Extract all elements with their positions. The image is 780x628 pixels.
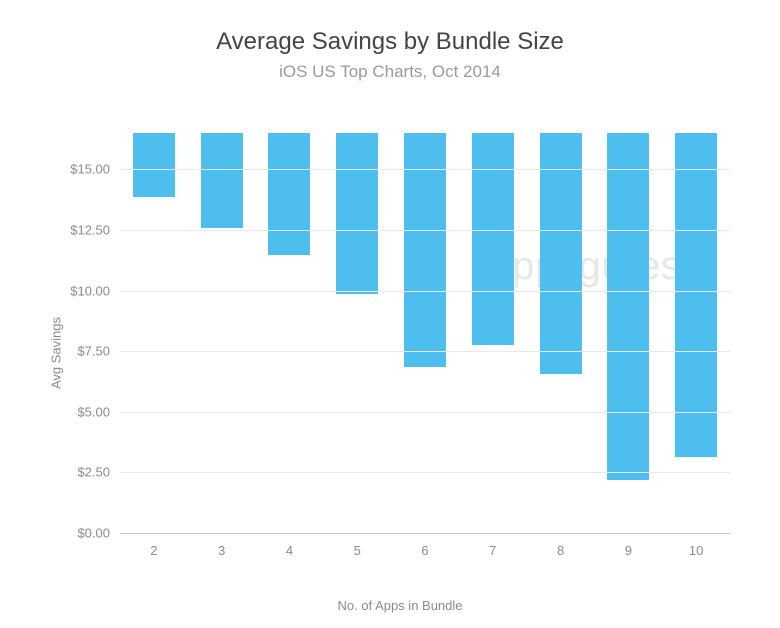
x-tick-label: 10 [662,533,730,558]
bar [133,133,175,197]
gridline [120,351,730,352]
bar [336,133,378,294]
x-tick-label: 7 [459,533,527,558]
gridline [120,472,730,473]
y-tick-label: $12.50 [70,222,120,237]
bar [268,133,310,255]
chart-title: Average Savings by Bundle Size [0,28,780,56]
bar [675,133,717,457]
gridline [120,230,730,231]
y-tick-label: $0.00 [77,526,120,541]
bar [404,133,446,367]
x-tick-label: 5 [323,533,391,558]
bar [607,133,649,480]
y-tick-label: $10.00 [70,283,120,298]
y-tick-label: $7.50 [77,344,120,359]
y-tick-label: $15.00 [70,162,120,177]
chart-container: Avg Savings appfigures 2345678910 $0.00$… [50,133,750,573]
gridline [120,169,730,170]
x-tick-label: 2 [120,533,188,558]
bar [472,133,514,345]
bar [201,133,243,228]
x-tick-label: 8 [527,533,595,558]
x-tick-label: 4 [256,533,324,558]
x-tick-label: 3 [188,533,256,558]
x-tick-label: 9 [594,533,662,558]
plot-area: appfigures 2345678910 $0.00$2.50$5.00$7.… [120,133,730,533]
y-axis-label: Avg Savings [49,317,64,389]
gridline [120,533,730,534]
y-tick-label: $5.00 [77,404,120,419]
x-axis-label: No. of Apps in Bundle [50,598,750,613]
y-tick-label: $2.50 [77,465,120,480]
chart-subtitle: iOS US Top Charts, Oct 2014 [0,62,780,82]
gridline [120,412,730,413]
gridline [120,291,730,292]
x-tick-label: 6 [391,533,459,558]
